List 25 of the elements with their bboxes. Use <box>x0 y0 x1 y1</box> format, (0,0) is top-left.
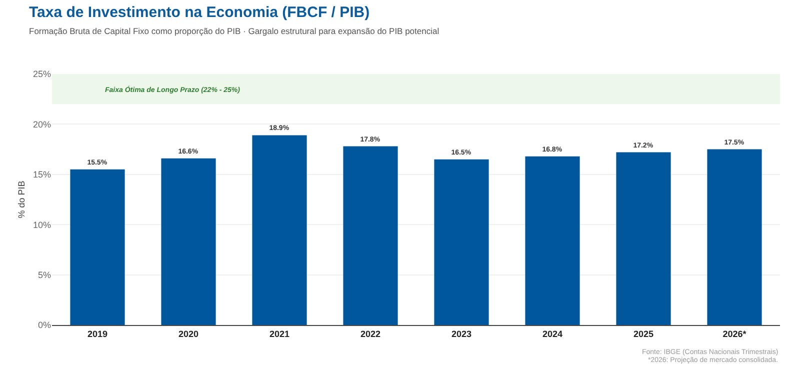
x-tick-label: 2023 <box>451 328 472 339</box>
x-tick-label: 2019 <box>87 328 108 339</box>
y-tick-label: 25% <box>32 69 51 80</box>
chart-title: Taxa de Investimento na Economia (FBCF / PIB) <box>29 4 370 21</box>
x-tick-label: 2025 <box>633 328 654 339</box>
bar <box>343 146 398 325</box>
y-axis-title: % do PIB <box>16 180 26 218</box>
y-tick-label: 5% <box>38 270 51 280</box>
bar <box>707 149 762 325</box>
chart-subtitle: Formação Bruta de Capital Fixo como proporção do PIB · Gargalo estrutural para expansão do PIB potencial <box>29 26 440 36</box>
bar <box>616 152 671 325</box>
x-tick-label: 2026* <box>722 328 747 339</box>
y-tick-label: 10% <box>32 220 51 230</box>
bar <box>161 158 216 325</box>
x-tick-label: 2021 <box>269 328 290 339</box>
x-tick-label: 2020 <box>178 328 199 339</box>
bar <box>70 169 125 325</box>
bar <box>434 159 489 325</box>
x-tick-label: 2024 <box>542 328 563 339</box>
bar <box>252 135 307 325</box>
x-tick-label: 2022 <box>360 328 381 339</box>
y-tick-label: 20% <box>32 119 51 130</box>
y-tick-label: 15% <box>32 170 51 180</box>
y-tick-label: 0% <box>38 320 51 330</box>
bar <box>525 156 580 325</box>
